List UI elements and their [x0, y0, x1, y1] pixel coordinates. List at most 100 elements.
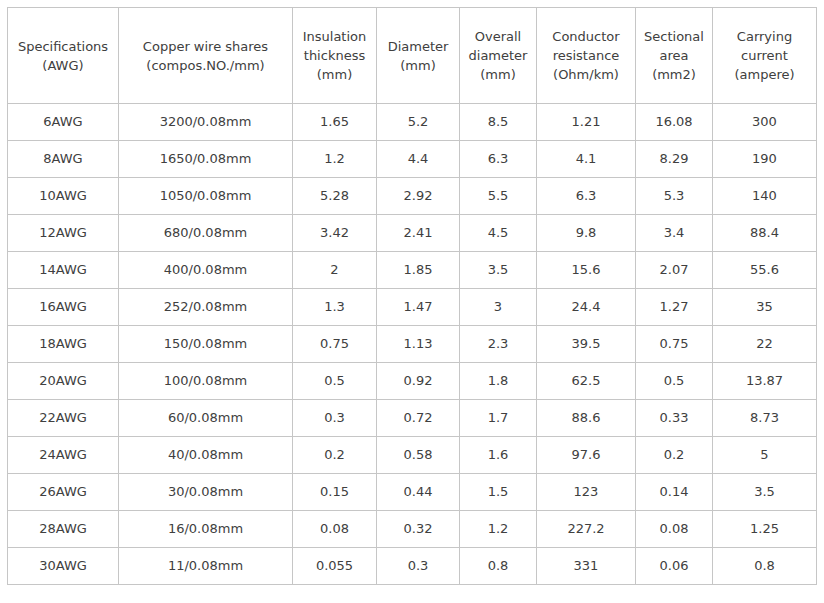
cell-copper_wire_shares: 150/0.08mm [119, 326, 293, 363]
cell-overall_diameter: 5.5 [460, 178, 537, 215]
cell-copper_wire_shares: 1050/0.08mm [119, 178, 293, 215]
cell-insulation_thickness: 0.3 [293, 400, 377, 437]
cell-diameter: 1.47 [377, 289, 460, 326]
cell-diameter: 0.3 [377, 548, 460, 585]
cell-specifications: 28AWG [8, 511, 119, 548]
cell-overall_diameter: 1.2 [460, 511, 537, 548]
cell-diameter: 0.32 [377, 511, 460, 548]
cell-diameter: 5.2 [377, 104, 460, 141]
cell-copper_wire_shares: 252/0.08mm [119, 289, 293, 326]
cell-diameter: 2.41 [377, 215, 460, 252]
cell-insulation_thickness: 0.055 [293, 548, 377, 585]
cell-diameter: 4.4 [377, 141, 460, 178]
cell-copper_wire_shares: 60/0.08mm [119, 400, 293, 437]
table-row: 22AWG60/0.08mm0.30.721.788.60.338.73 [8, 400, 817, 437]
cell-carrying_current: 22 [713, 326, 817, 363]
cell-diameter: 1.13 [377, 326, 460, 363]
table-row: 24AWG40/0.08mm0.20.581.697.60.25 [8, 437, 817, 474]
cell-overall_diameter: 1.5 [460, 474, 537, 511]
cell-sectional_area: 1.27 [636, 289, 713, 326]
cell-diameter: 2.92 [377, 178, 460, 215]
cell-specifications: 20AWG [8, 363, 119, 400]
cell-carrying_current: 300 [713, 104, 817, 141]
cell-diameter: 1.85 [377, 252, 460, 289]
column-header-specifications: Specifications (AWG) [8, 8, 119, 104]
cell-specifications: 14AWG [8, 252, 119, 289]
cell-insulation_thickness: 0.75 [293, 326, 377, 363]
cell-conductor_resistance: 6.3 [537, 178, 636, 215]
cell-diameter: 0.44 [377, 474, 460, 511]
cell-insulation_thickness: 1.3 [293, 289, 377, 326]
cell-sectional_area: 8.29 [636, 141, 713, 178]
cell-carrying_current: 0.8 [713, 548, 817, 585]
cell-copper_wire_shares: 100/0.08mm [119, 363, 293, 400]
cell-sectional_area: 3.4 [636, 215, 713, 252]
table-header-row: Specifications (AWG)Copper wire shares (… [8, 8, 817, 104]
cell-carrying_current: 8.73 [713, 400, 817, 437]
table-row: 26AWG30/0.08mm0.150.441.51230.143.5 [8, 474, 817, 511]
cell-sectional_area: 0.14 [636, 474, 713, 511]
column-header-copper_wire_shares: Copper wire shares (compos.NO./mm) [119, 8, 293, 104]
cell-specifications: 16AWG [8, 289, 119, 326]
cell-conductor_resistance: 331 [537, 548, 636, 585]
cell-diameter: 0.58 [377, 437, 460, 474]
cell-conductor_resistance: 15.6 [537, 252, 636, 289]
table-row: 12AWG680/0.08mm3.422.414.59.83.488.4 [8, 215, 817, 252]
cell-diameter: 0.72 [377, 400, 460, 437]
cell-sectional_area: 16.08 [636, 104, 713, 141]
table-row: 14AWG400/0.08mm21.853.515.62.0755.6 [8, 252, 817, 289]
cell-conductor_resistance: 88.6 [537, 400, 636, 437]
cell-copper_wire_shares: 16/0.08mm [119, 511, 293, 548]
cell-carrying_current: 3.5 [713, 474, 817, 511]
cell-carrying_current: 13.87 [713, 363, 817, 400]
cell-overall_diameter: 3 [460, 289, 537, 326]
cell-conductor_resistance: 227.2 [537, 511, 636, 548]
cell-sectional_area: 0.2 [636, 437, 713, 474]
cell-insulation_thickness: 3.42 [293, 215, 377, 252]
cell-conductor_resistance: 123 [537, 474, 636, 511]
cell-copper_wire_shares: 680/0.08mm [119, 215, 293, 252]
cell-overall_diameter: 1.7 [460, 400, 537, 437]
column-header-diameter: Diameter (mm) [377, 8, 460, 104]
cell-carrying_current: 88.4 [713, 215, 817, 252]
cell-carrying_current: 55.6 [713, 252, 817, 289]
cell-carrying_current: 5 [713, 437, 817, 474]
cell-copper_wire_shares: 400/0.08mm [119, 252, 293, 289]
cell-sectional_area: 0.5 [636, 363, 713, 400]
cell-conductor_resistance: 1.21 [537, 104, 636, 141]
page: Specifications (AWG)Copper wire shares (… [0, 0, 824, 585]
cell-copper_wire_shares: 3200/0.08mm [119, 104, 293, 141]
table-row: 28AWG16/0.08mm0.080.321.2227.20.081.25 [8, 511, 817, 548]
cell-overall_diameter: 0.8 [460, 548, 537, 585]
cell-copper_wire_shares: 30/0.08mm [119, 474, 293, 511]
table-body: 6AWG3200/0.08mm1.655.28.51.2116.083008AW… [8, 104, 817, 585]
cell-sectional_area: 0.33 [636, 400, 713, 437]
cell-specifications: 10AWG [8, 178, 119, 215]
cell-insulation_thickness: 1.65 [293, 104, 377, 141]
column-header-insulation_thickness: Insulation thickness (mm) [293, 8, 377, 104]
cell-insulation_thickness: 0.5 [293, 363, 377, 400]
cell-insulation_thickness: 1.2 [293, 141, 377, 178]
cell-carrying_current: 190 [713, 141, 817, 178]
cell-insulation_thickness: 5.28 [293, 178, 377, 215]
cell-insulation_thickness: 2 [293, 252, 377, 289]
table-row: 8AWG1650/0.08mm1.24.46.34.18.29190 [8, 141, 817, 178]
cell-copper_wire_shares: 40/0.08mm [119, 437, 293, 474]
cell-specifications: 22AWG [8, 400, 119, 437]
cell-insulation_thickness: 0.2 [293, 437, 377, 474]
cell-conductor_resistance: 4.1 [537, 141, 636, 178]
cell-sectional_area: 5.3 [636, 178, 713, 215]
cell-overall_diameter: 4.5 [460, 215, 537, 252]
cell-specifications: 24AWG [8, 437, 119, 474]
cell-overall_diameter: 1.6 [460, 437, 537, 474]
cell-insulation_thickness: 0.08 [293, 511, 377, 548]
cell-sectional_area: 0.75 [636, 326, 713, 363]
wire-spec-table: Specifications (AWG)Copper wire shares (… [7, 7, 817, 585]
cell-conductor_resistance: 39.5 [537, 326, 636, 363]
table-row: 20AWG100/0.08mm0.50.921.862.50.513.87 [8, 363, 817, 400]
table-row: 6AWG3200/0.08mm1.655.28.51.2116.08300 [8, 104, 817, 141]
cell-copper_wire_shares: 11/0.08mm [119, 548, 293, 585]
cell-sectional_area: 0.08 [636, 511, 713, 548]
cell-diameter: 0.92 [377, 363, 460, 400]
cell-carrying_current: 140 [713, 178, 817, 215]
